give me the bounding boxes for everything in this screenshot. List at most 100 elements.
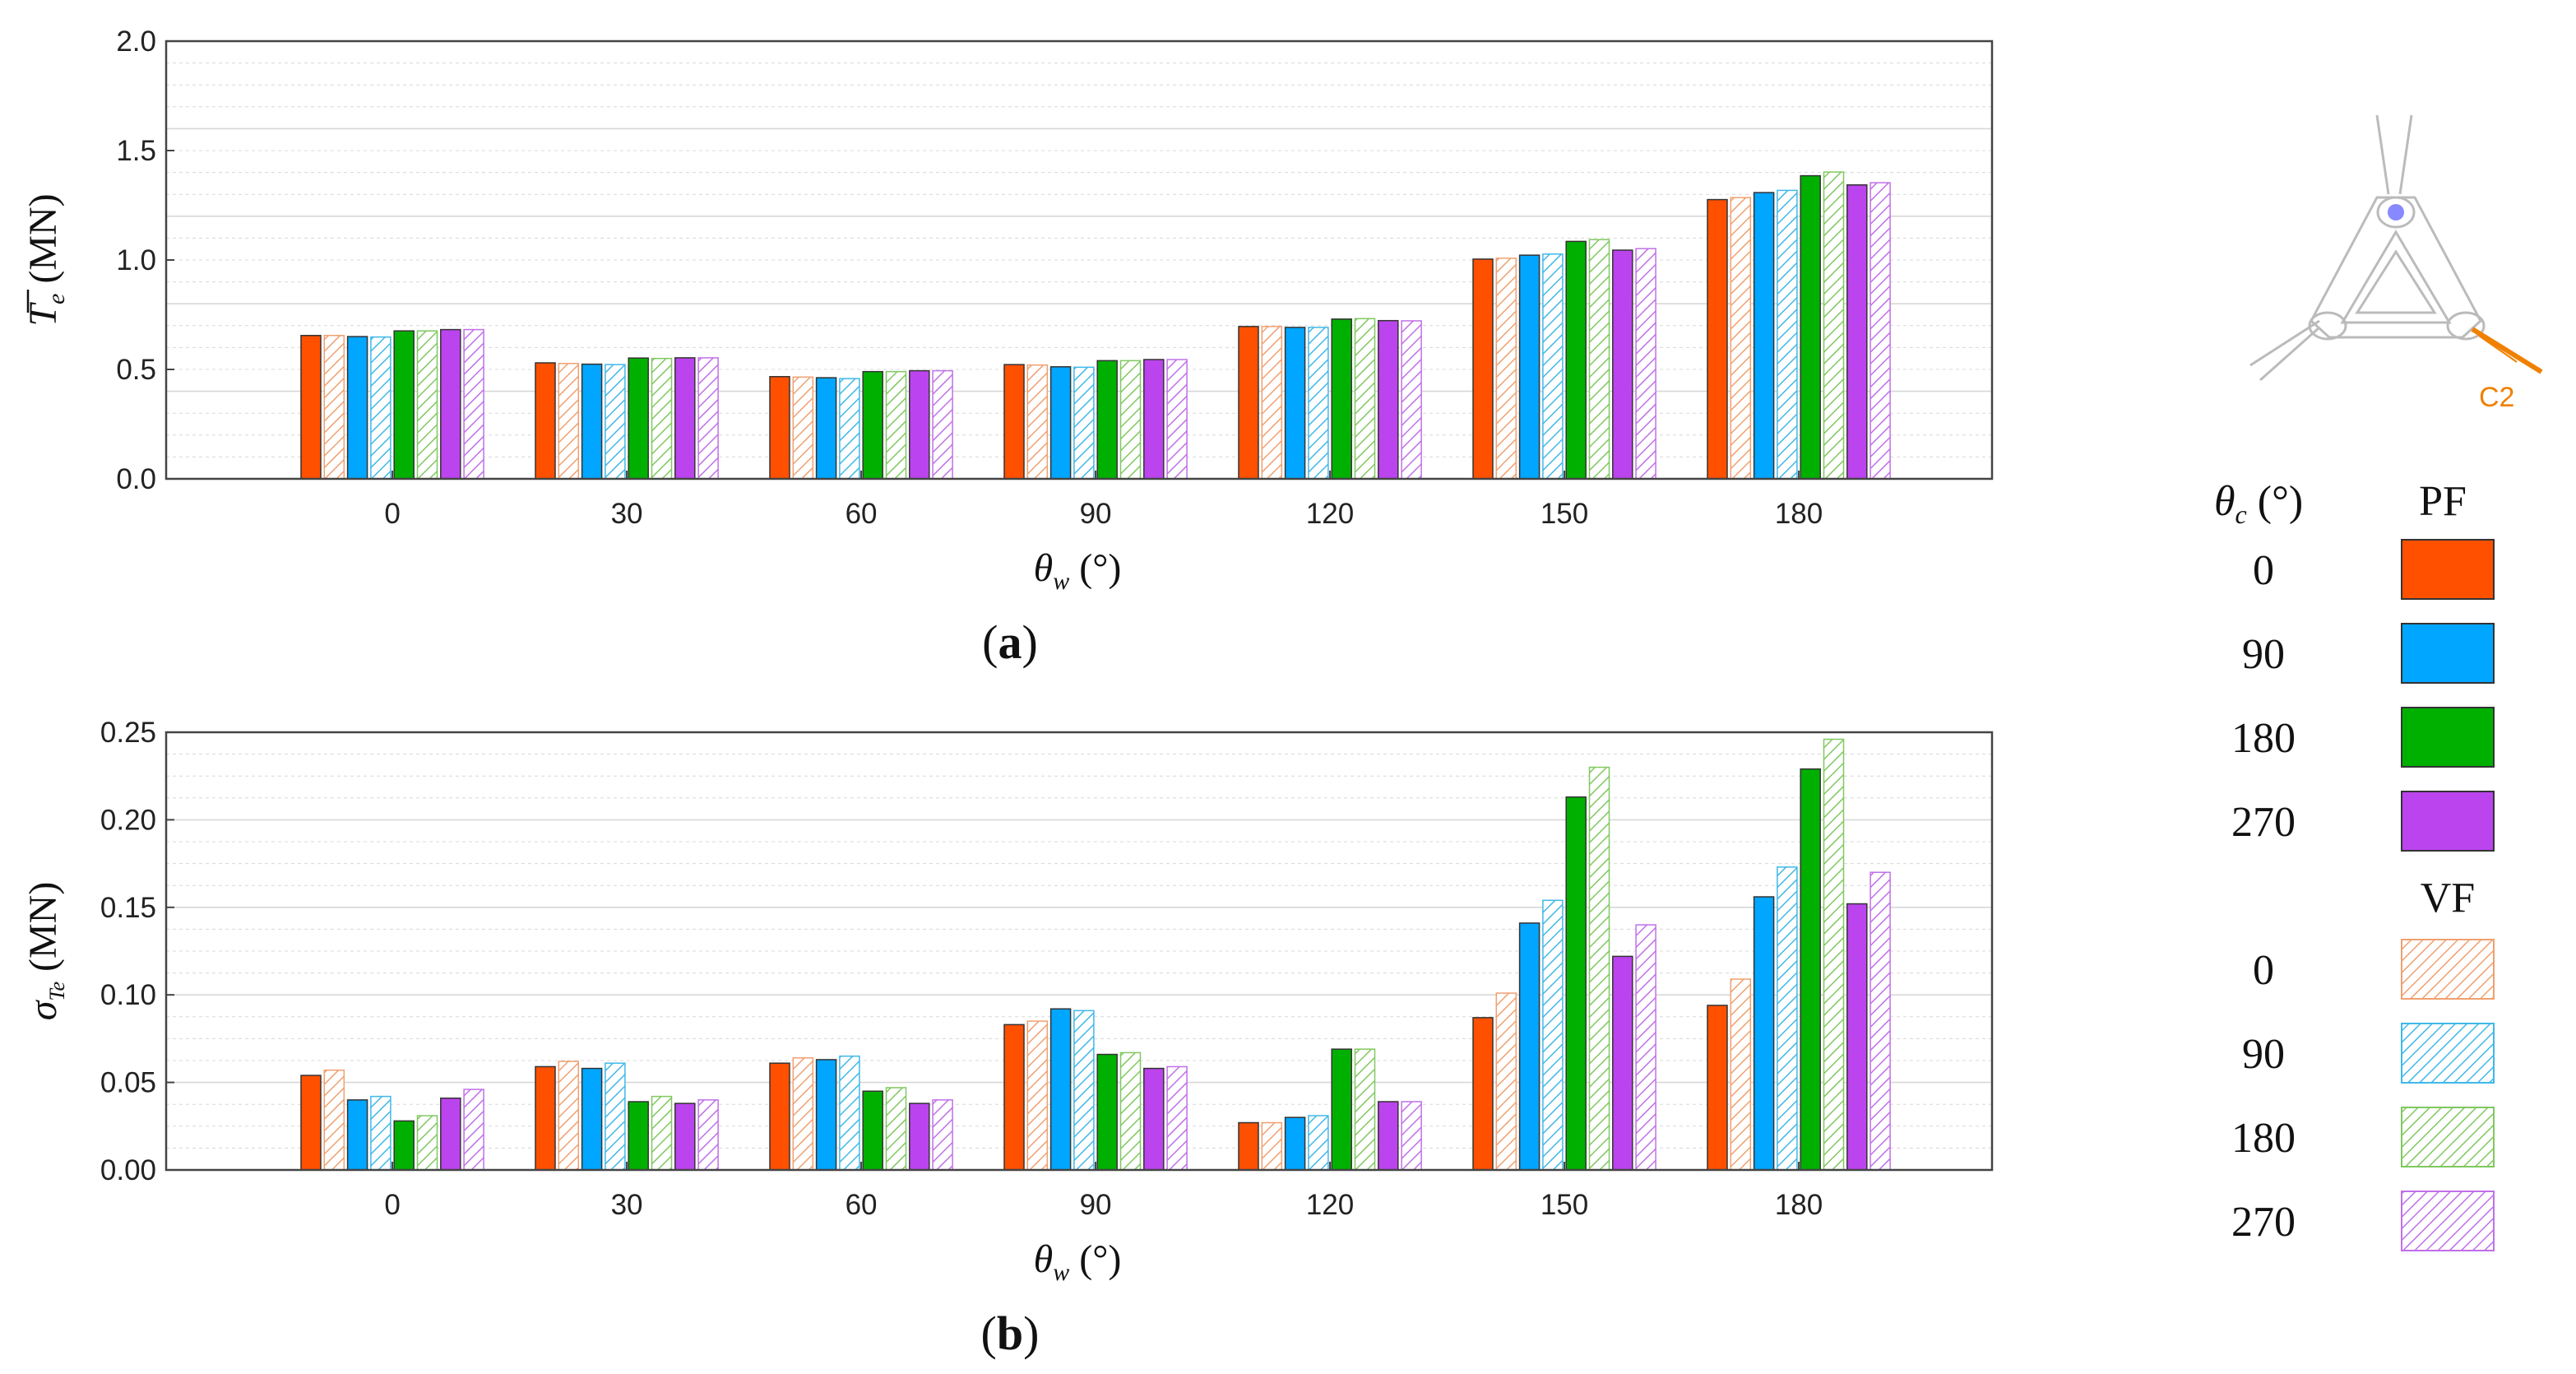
panel-b-xlabel-unit: (°) bbox=[1069, 1237, 1121, 1281]
bar-pf-270-30 bbox=[674, 1102, 696, 1171]
bar-pf-0-120 bbox=[1238, 326, 1259, 480]
bar-vf-90-60 bbox=[839, 1055, 860, 1171]
x-tick-label: 150 bbox=[1541, 498, 1588, 530]
bar-vf-270-150 bbox=[1635, 248, 1656, 480]
panel-b-x-ticks: 0 30 60 90 120 150 180 bbox=[384, 1162, 1823, 1221]
panel-a-gridlines bbox=[166, 63, 1992, 457]
bar-pf-90-0 bbox=[346, 1099, 368, 1171]
bar-vf-270-60 bbox=[932, 1099, 953, 1171]
bar-pf-90-150 bbox=[1518, 922, 1541, 1171]
bar-pf-180-120 bbox=[1331, 318, 1352, 480]
bar-vf-0-90 bbox=[1026, 1020, 1049, 1171]
bar-vf-90-0 bbox=[370, 336, 391, 480]
panel-b-y-ticks: 0.00 0.05 0.10 0.15 0.20 0.25 bbox=[100, 717, 174, 1186]
bar-vf-180-150 bbox=[1588, 239, 1610, 480]
bar-vf-90-90 bbox=[1073, 1010, 1095, 1171]
x-tick-label: 60 bbox=[846, 498, 878, 530]
bar-vf-270-60 bbox=[932, 369, 953, 480]
y-tick-label: 0.25 bbox=[100, 717, 156, 749]
bar-pf-270-0 bbox=[440, 1098, 461, 1171]
legend-vf-header: VF bbox=[2421, 875, 2475, 921]
y-tick-label: 0.0 bbox=[116, 463, 156, 495]
bar-pf-180-180 bbox=[1800, 768, 1821, 1171]
panel-b-ylabel-symbol: σ bbox=[21, 999, 65, 1020]
bar-vf-90-0 bbox=[370, 1095, 391, 1171]
bar-vf-0-120 bbox=[1261, 1121, 1283, 1171]
bar-pf-270-150 bbox=[1612, 955, 1633, 1171]
panel-b-chart: 0.00 0.05 0.10 0.15 0.20 0.25 0 30 60 90 120 150 18… bbox=[21, 717, 1994, 1360]
bar-vf-0-0 bbox=[323, 335, 345, 480]
panel-a-letter: a bbox=[998, 615, 1022, 669]
bar-vf-270-30 bbox=[697, 1099, 719, 1171]
bar-vf-180-90 bbox=[1119, 1051, 1142, 1171]
bar-vf-180-0 bbox=[416, 330, 438, 480]
panel-b-axes-frame bbox=[164, 731, 1994, 1172]
bar-pf-90-0 bbox=[346, 336, 368, 480]
x-tick-label: 120 bbox=[1306, 1189, 1354, 1221]
legend-swatch-pf-180 bbox=[2401, 707, 2495, 768]
bar-vf-90-150 bbox=[1542, 899, 1564, 1171]
bar-vf-270-30 bbox=[697, 357, 719, 480]
cable-c2-thin bbox=[2478, 335, 2518, 363]
panel-a-y-ticks: 0.0 0.5 1.0 1.5 2.0 bbox=[116, 26, 174, 495]
bar-pf-0-180 bbox=[1707, 198, 1728, 480]
legend-swatch-vf-0 bbox=[2401, 939, 2495, 1000]
bar-pf-90-120 bbox=[1284, 327, 1306, 480]
bar-vf-90-120 bbox=[1308, 327, 1329, 480]
panel-a-label: (a) bbox=[982, 615, 1038, 669]
y-tick-label: 1.5 bbox=[116, 135, 156, 167]
bar-pf-180-60 bbox=[862, 370, 883, 480]
bar-vf-180-180 bbox=[1823, 171, 1845, 480]
bar-pf-270-90 bbox=[1143, 359, 1165, 480]
legend-rows: 0 90 180 270 0 90 180 270 bbox=[2231, 539, 2495, 1251]
bar-vf-0-180 bbox=[1730, 978, 1752, 1171]
panel-a-xlabel-symbol: θ bbox=[1034, 546, 1054, 590]
y-tick-label: 0.20 bbox=[100, 804, 156, 836]
cable-c2 bbox=[2471, 327, 2543, 374]
bar-pf-0-0 bbox=[300, 335, 322, 480]
bar-pf-0-150 bbox=[1472, 1017, 1494, 1171]
panel-b-xlabel-symbol: θ bbox=[1034, 1237, 1054, 1281]
panel-b-letter: b bbox=[997, 1307, 1023, 1360]
bar-vf-180-30 bbox=[651, 1095, 673, 1171]
legend-swatch-vf-270 bbox=[2401, 1191, 2495, 1251]
panel-a-bars bbox=[300, 171, 1891, 480]
bar-pf-270-180 bbox=[1846, 903, 1868, 1171]
column bbox=[2308, 311, 2347, 341]
mooring-line bbox=[2249, 319, 2320, 367]
bar-vf-0-30 bbox=[558, 363, 580, 480]
bar-vf-90-30 bbox=[605, 364, 626, 480]
bar-pf-180-90 bbox=[1096, 360, 1118, 480]
bar-vf-0-180 bbox=[1730, 197, 1752, 480]
legend-vf-label: 90 bbox=[2242, 1031, 2285, 1078]
bar-pf-180-150 bbox=[1565, 796, 1587, 1171]
bar-vf-270-180 bbox=[1869, 871, 1891, 1171]
bar-pf-270-60 bbox=[909, 369, 930, 480]
bar-vf-0-120 bbox=[1261, 326, 1283, 480]
bar-vf-270-90 bbox=[1166, 1065, 1188, 1171]
panel-a-x-axis-label: θw (°) bbox=[1034, 546, 1122, 595]
x-tick-label: 180 bbox=[1775, 498, 1823, 530]
x-tick-label: 90 bbox=[1080, 1189, 1112, 1221]
bar-pf-0-30 bbox=[535, 362, 556, 480]
bar-vf-270-180 bbox=[1869, 182, 1891, 480]
bar-pf-90-60 bbox=[815, 1059, 837, 1171]
bar-vf-0-60 bbox=[792, 376, 814, 480]
bar-pf-270-0 bbox=[440, 328, 461, 480]
bar-vf-180-60 bbox=[885, 1087, 907, 1171]
bar-vf-180-0 bbox=[416, 1115, 438, 1171]
panel-a-xlabel-subscript: w bbox=[1053, 568, 1069, 595]
bar-pf-180-0 bbox=[393, 330, 415, 480]
x-tick-label: 150 bbox=[1541, 1189, 1588, 1221]
bar-pf-90-30 bbox=[581, 1067, 603, 1171]
panel-b-x-axis-label: θw (°) bbox=[1034, 1237, 1122, 1286]
bar-pf-0-90 bbox=[1003, 1024, 1025, 1171]
platform-diagram: C2 bbox=[2249, 114, 2543, 413]
legend-swatch-vf-180 bbox=[2401, 1107, 2495, 1167]
x-tick-label: 60 bbox=[846, 1189, 878, 1221]
bar-pf-90-150 bbox=[1518, 254, 1541, 480]
x-tick-label: 120 bbox=[1306, 498, 1354, 530]
panel-b-ylabel-unit: (MN) bbox=[21, 882, 65, 982]
bar-pf-90-90 bbox=[1049, 1008, 1072, 1171]
